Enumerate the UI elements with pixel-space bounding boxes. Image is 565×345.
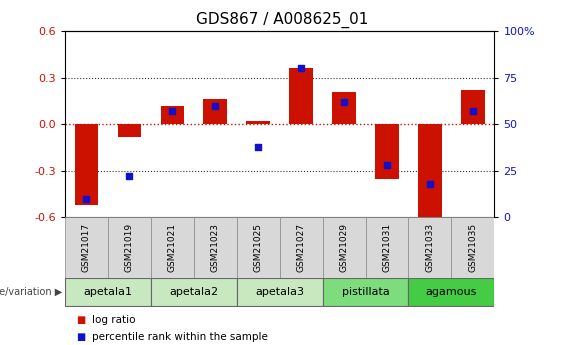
Text: GSM21017: GSM21017 [82,223,91,272]
Text: ■: ■ [76,315,85,325]
Text: GSM21025: GSM21025 [254,223,263,272]
Bar [194,217,237,278]
Bar [108,217,151,278]
Text: log ratio: log ratio [92,315,136,325]
Bar [237,217,280,278]
Point [82,196,91,201]
Point [125,174,134,179]
Bar [289,68,313,124]
Bar [375,124,399,179]
Text: apetala1: apetala1 [84,287,132,297]
Text: percentile rank within the sample: percentile rank within the sample [92,333,268,342]
Text: GSM21031: GSM21031 [383,223,392,272]
Point [297,66,306,71]
Bar [151,278,237,306]
Bar [451,217,494,278]
Bar [323,217,366,278]
Text: genotype/variation ▶: genotype/variation ▶ [0,287,62,297]
Bar [203,99,227,124]
Text: GSM21021: GSM21021 [168,223,177,272]
Text: GSM21029: GSM21029 [340,223,349,272]
Text: agamous: agamous [426,287,477,297]
Bar [323,278,408,306]
Bar [65,217,108,278]
Bar [408,217,451,278]
Point [211,103,220,108]
Bar [461,90,485,124]
Bar [151,217,194,278]
Bar [160,106,184,124]
Bar [237,278,323,306]
Text: GSM21019: GSM21019 [125,223,134,272]
Point [468,108,477,114]
Bar [332,91,356,124]
Bar [366,217,408,278]
Bar [418,124,442,220]
Bar [118,124,141,137]
Bar [75,124,98,205]
Point [254,144,263,149]
Point [340,99,349,105]
Text: GSM21035: GSM21035 [468,223,477,272]
Text: apetala2: apetala2 [170,287,218,297]
Point [168,108,177,114]
Bar [280,217,323,278]
Bar [65,278,151,306]
Text: pistillata: pistillata [342,287,389,297]
Text: GSM21027: GSM21027 [297,223,306,272]
Point [383,162,392,168]
Text: apetala3: apetala3 [255,287,304,297]
Bar [246,121,270,124]
Text: GSM21023: GSM21023 [211,223,220,272]
Text: ■: ■ [76,333,85,342]
Text: GSM21033: GSM21033 [425,223,434,272]
Point [425,181,434,187]
Text: GDS867 / A008625_01: GDS867 / A008625_01 [196,12,369,28]
Bar [408,278,494,306]
